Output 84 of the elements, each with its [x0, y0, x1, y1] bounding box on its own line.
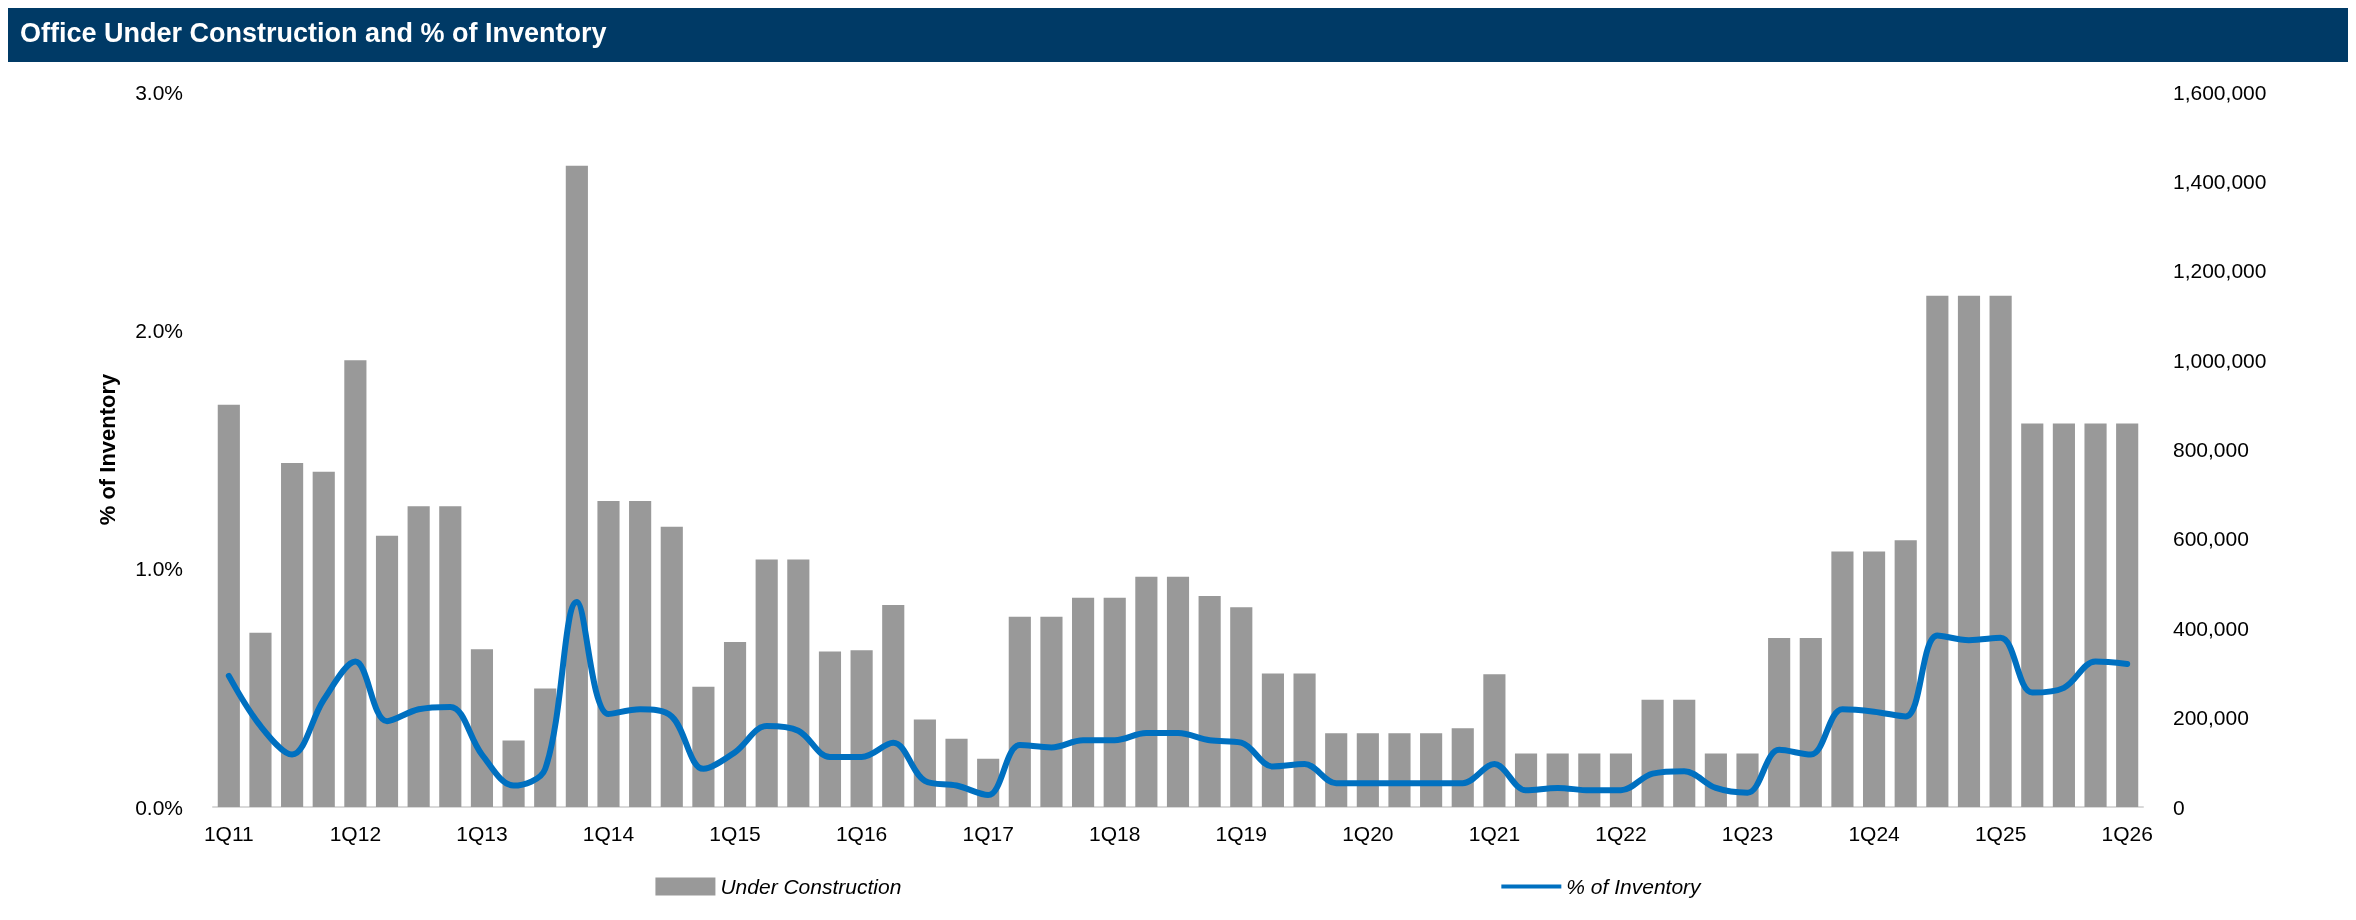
y-axis-title: % of Inventory	[94, 372, 120, 526]
y2-tick-label: 400,000	[2173, 616, 2249, 640]
bar	[1673, 699, 1696, 807]
bar	[1641, 699, 1664, 807]
x-tick-label: 1Q14	[582, 822, 635, 845]
x-tick-label: 1Q15	[709, 822, 761, 845]
bar	[1198, 596, 1221, 807]
legend-label: % of Inventory	[1566, 875, 1703, 898]
y2-tick-label: 800,000	[2173, 438, 2249, 461]
bar	[407, 506, 430, 807]
y-tick-label: 1.0%	[135, 557, 183, 581]
bar	[1008, 616, 1031, 807]
x-tick-label: 1Q25	[1974, 822, 2027, 845]
y-tick-label: 3.0%	[135, 80, 183, 104]
bar	[629, 500, 652, 807]
bar	[1072, 597, 1095, 807]
bar	[1261, 673, 1284, 807]
bar	[2021, 423, 2044, 807]
bar	[344, 360, 367, 807]
chart-title: Office Under Construction and % of Inventory	[8, 8, 2348, 62]
x-tick-label: 1Q12	[329, 822, 382, 845]
bar	[312, 471, 335, 807]
bar	[1989, 295, 2012, 807]
y2-tick-label: 0	[2173, 795, 2185, 819]
x-tick-label: 1Q19	[1215, 822, 1267, 845]
bar	[945, 738, 968, 807]
y2-tick-label: 1,000,000	[2173, 348, 2267, 372]
bar	[375, 535, 399, 807]
bar	[1957, 295, 1981, 807]
bar	[1926, 295, 1949, 807]
x-tick-label: 1Q20	[1342, 822, 1394, 845]
bar	[818, 651, 842, 807]
bar	[723, 642, 747, 807]
y-tick-label: 2.0%	[135, 318, 183, 342]
bar	[1831, 551, 1854, 807]
bar	[755, 559, 778, 807]
y2-tick-label: 200,000	[2173, 706, 2249, 730]
bar	[2052, 423, 2075, 807]
bar	[439, 506, 462, 807]
bar	[1325, 733, 1348, 807]
bar	[1451, 728, 1474, 807]
y-tick-label: 0.0%	[135, 795, 183, 819]
bar	[565, 165, 588, 807]
bar	[217, 404, 240, 807]
bar	[1862, 551, 1886, 807]
bar	[1166, 576, 1190, 807]
bar	[281, 462, 304, 807]
x-tick-label: 1Q16	[835, 822, 888, 845]
bar	[913, 719, 936, 807]
bar	[1230, 607, 1253, 807]
bar	[2084, 423, 2107, 807]
bar	[1768, 638, 1791, 807]
bar	[1356, 733, 1379, 807]
bar	[850, 650, 873, 807]
x-tick-label: 1Q13	[456, 822, 508, 845]
x-tick-label: 1Q23	[1721, 822, 1774, 845]
bar	[1420, 733, 1443, 807]
x-tick-label: 1Q21	[1468, 822, 1521, 845]
bar	[1483, 674, 1506, 807]
y2-tick-label: 1,400,000	[2173, 169, 2267, 193]
bar	[2116, 423, 2139, 807]
bar	[692, 686, 715, 807]
bar	[1293, 673, 1316, 807]
x-tick-label: 1Q18	[1089, 822, 1141, 845]
y2-tick-label: 1,200,000	[2173, 259, 2267, 283]
x-tick-label: 1Q26	[2101, 822, 2153, 845]
x-tick-label: 1Q22	[1595, 822, 1647, 845]
bar	[1799, 638, 1822, 807]
legend-label: Under Construction	[720, 875, 902, 898]
bar	[1040, 616, 1063, 807]
bar	[470, 649, 494, 807]
y2-tick-label: 1,600,000	[2173, 80, 2267, 104]
x-tick-label: 1Q17	[962, 822, 1014, 845]
bar	[249, 632, 272, 807]
bar	[1894, 540, 1917, 807]
bar	[882, 605, 905, 807]
x-tick-label: 1Q11	[203, 822, 254, 845]
bar	[1103, 597, 1126, 807]
bar	[660, 526, 683, 807]
bar	[1135, 576, 1158, 807]
bar	[787, 559, 810, 807]
y2-tick-label: 600,000	[2173, 527, 2249, 551]
x-tick-label: 1Q24	[1848, 822, 1901, 845]
bar	[597, 500, 620, 807]
